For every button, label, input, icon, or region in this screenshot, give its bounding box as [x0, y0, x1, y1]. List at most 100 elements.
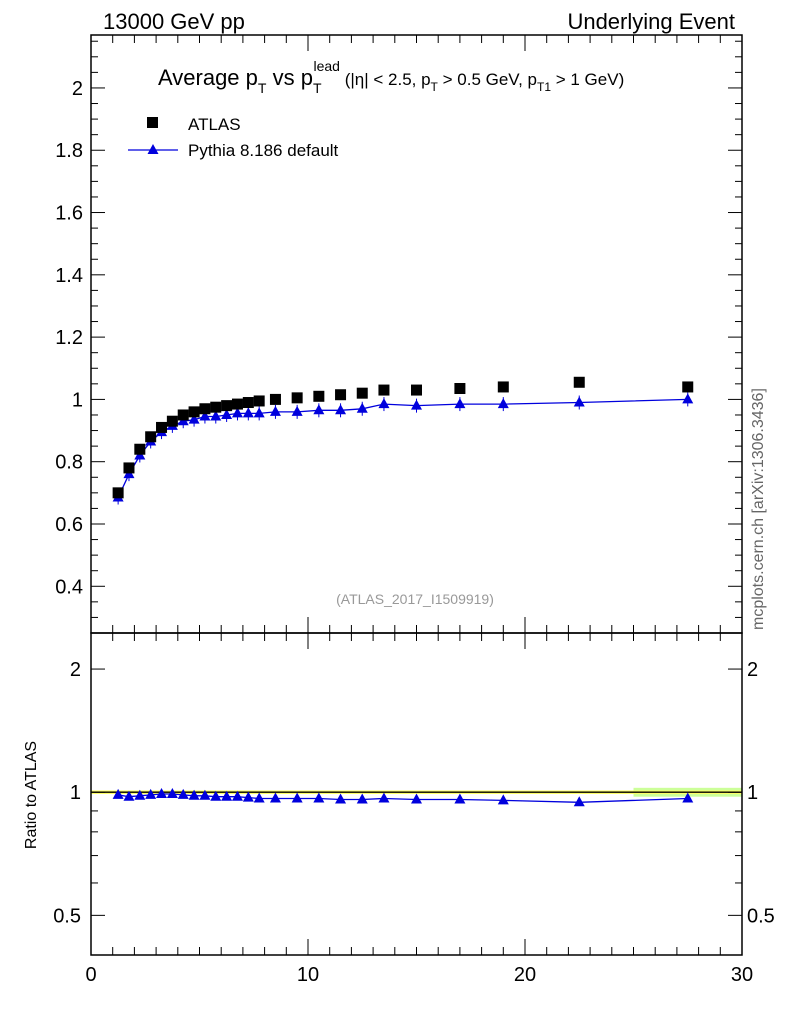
- ratio-point: [134, 789, 146, 800]
- ratio-marks: [112, 787, 694, 807]
- ratio-point: [269, 792, 281, 803]
- ratio-y-tick-label-left: 0.5: [53, 905, 81, 927]
- main-y-tick-label: 1.4: [55, 265, 83, 287]
- ratio-y-tick-label-right: 1: [747, 782, 758, 804]
- pythia-point: [269, 405, 281, 416]
- legend: ATLAS Pythia 8.186 default: [128, 115, 339, 160]
- title-main-b: vs p: [266, 65, 312, 90]
- ratio-point: [313, 792, 325, 803]
- atlas-point: [497, 381, 509, 393]
- ratio-point: [188, 789, 200, 800]
- pythia-point: [291, 405, 303, 416]
- atlas-point: [682, 381, 694, 393]
- atlas-point: [253, 395, 265, 407]
- pythia-point: [411, 399, 422, 410]
- ratio-y-tick-label-left: 1: [70, 782, 81, 804]
- header-left: 13000 GeV pp: [103, 9, 245, 34]
- atlas-point: [335, 389, 347, 401]
- pythia-point: [573, 396, 585, 407]
- ratio-point: [411, 793, 422, 804]
- side-label: mcplots.cern.ch [arXiv:1306.3436]: [750, 388, 767, 630]
- ratio-point: [378, 792, 390, 803]
- atlas-point: [242, 397, 254, 409]
- atlas-point: [199, 403, 211, 415]
- atlas-point: [221, 400, 233, 412]
- x-tick-label: 20: [514, 964, 536, 986]
- pythia-point: [199, 410, 211, 421]
- ratio-point: [145, 788, 157, 799]
- ratio-point: [199, 789, 211, 800]
- pythia-point: [356, 402, 368, 413]
- ratio-panel: 0.5 0.5 1 1 2 2 0 10 20 30: [53, 632, 775, 986]
- ratio-uncertainty-band: [91, 787, 742, 797]
- atlas-point: [378, 384, 390, 396]
- pythia-point: [210, 410, 222, 421]
- atlas-point: [123, 462, 135, 474]
- ratio-point: [112, 788, 124, 799]
- pythia-point: [378, 398, 390, 409]
- main-y-tick-label: 2: [72, 78, 83, 100]
- x-tick-label: 0: [85, 964, 96, 986]
- pythia-point: [221, 408, 233, 419]
- atlas-point: [291, 392, 303, 404]
- pythia-point: [313, 404, 325, 415]
- atlas-point: [156, 421, 168, 433]
- ratio-y-tick-label-left: 2: [70, 659, 81, 681]
- ratio-point: [253, 792, 265, 803]
- atlas-point: [454, 383, 466, 395]
- main-x-ticks: [90, 35, 743, 633]
- x-tick-label: 30: [731, 964, 753, 986]
- main-y-tick-label: 0.8: [55, 452, 83, 474]
- ratio-y-ticks: 0.5 0.5 1 1 2 2: [53, 659, 775, 956]
- ratio-point: [573, 796, 585, 807]
- ratio-point: [291, 792, 303, 803]
- title-main-a: Average p: [158, 65, 258, 90]
- pythia-point: [231, 407, 243, 418]
- atlas-point: [134, 443, 146, 455]
- atlas-point: [112, 487, 124, 499]
- title-cuts-2-sub: T1: [537, 80, 551, 94]
- legend-pythia-marker: [147, 144, 159, 154]
- ratio-point: [242, 791, 254, 802]
- pythia-point: [335, 404, 347, 415]
- pythia-point: [242, 407, 254, 418]
- ratio-y-axis-label: Ratio to ATLAS: [23, 741, 40, 849]
- atlas-point: [411, 384, 422, 396]
- ratio-point: [335, 793, 347, 804]
- ratio-point: [231, 790, 243, 801]
- pythia-point: [682, 393, 694, 404]
- ratio-point: [177, 788, 189, 799]
- ratio-point: [166, 787, 178, 798]
- main-y-tick-label: 1.2: [55, 327, 83, 349]
- atlas-point: [231, 398, 243, 410]
- main-y-tick-label: 0.6: [55, 514, 83, 536]
- pythia-point: [188, 413, 200, 424]
- atlas-point: [573, 376, 585, 388]
- pythia-point: [497, 398, 509, 409]
- ratio-point: [156, 787, 168, 798]
- pythia-point: [253, 407, 265, 418]
- ratio-point: [682, 792, 694, 803]
- main-y-tick-label: 0.4: [55, 576, 83, 598]
- atlas-point: [356, 387, 368, 399]
- main-y-ticks: 0.4 0.6 0.8 1 1.2 1.4 1.6 1.8 2: [55, 40, 742, 634]
- ratio-y-tick-label-right: 0.5: [747, 905, 775, 927]
- atlas-point: [166, 415, 178, 427]
- x-tick-label: 10: [297, 964, 319, 986]
- title-main-a-sub: T: [258, 80, 267, 96]
- main-y-tick-label: 1: [72, 389, 83, 411]
- ratio-y-tick-label-right: 2: [747, 659, 758, 681]
- main-marks: [112, 376, 694, 505]
- atlas-point: [145, 431, 157, 443]
- legend-atlas-marker: [147, 117, 158, 128]
- legend-pythia-label: Pythia 8.186 default: [188, 141, 339, 160]
- atlas-point: [210, 401, 222, 413]
- ratio-point: [210, 790, 222, 801]
- ratio-point: [497, 794, 509, 805]
- main-y-tick-label: 1.8: [55, 140, 83, 162]
- ratio-point: [221, 790, 233, 801]
- atlas-point: [177, 409, 189, 421]
- title-cuts-3: > 1 GeV): [551, 70, 624, 89]
- ratio-x-ticks: 0 10 20 30: [85, 633, 753, 986]
